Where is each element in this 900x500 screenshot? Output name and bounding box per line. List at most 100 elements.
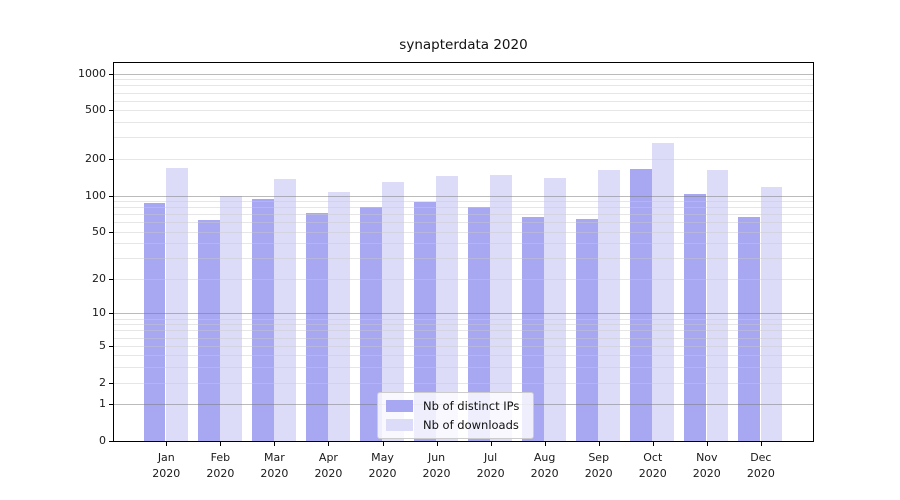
bar-distinct-ips-may <box>360 207 382 441</box>
gridline-minor-300 <box>114 137 813 139</box>
x-tick-label-apr: Apr 2020 <box>314 451 343 480</box>
bar-distinct-ips-mar <box>251 199 274 441</box>
y-tick-label-1: 1 <box>99 397 106 411</box>
x-tick-mark-jul <box>490 442 492 446</box>
bar-downloads-oct <box>652 142 675 441</box>
x-tick-mark-mar <box>274 442 276 446</box>
x-tick-label-feb: Feb 2020 <box>206 451 235 480</box>
gridline-minor-9 <box>114 318 813 320</box>
chart-legend: Nb of distinct IPs Nb of downloads <box>377 392 535 439</box>
x-tick-label-jun: Jun 2020 <box>422 451 451 480</box>
x-tick-label-dec: Dec 2020 <box>746 451 775 480</box>
y-tick-mark-100 <box>109 195 113 197</box>
y-tick-label-20: 20 <box>92 272 106 286</box>
x-tick-mark-sep <box>598 442 600 446</box>
y-tick-label-5: 5 <box>99 338 106 352</box>
plot-area: Nb of distinct IPs Nb of downloads <box>113 62 814 442</box>
gridline-minor-800 <box>114 85 813 87</box>
y-tick-mark-50 <box>109 231 113 233</box>
gridline-minor-600 <box>114 100 813 102</box>
legend-swatch-downloads <box>386 419 413 431</box>
bar-distinct-ips-jul <box>468 206 490 441</box>
gridline-minor-5 <box>114 345 813 347</box>
gridline-major-10 <box>114 313 813 315</box>
gridline-minor-40 <box>114 243 813 245</box>
bar-downloads-nov <box>706 170 729 441</box>
gridline-minor-20 <box>114 279 813 281</box>
bar-downloads-jan <box>166 168 188 441</box>
legend-swatch-distinct-ips <box>386 400 413 412</box>
x-tick-label-oct: Oct 2020 <box>638 451 667 480</box>
x-tick-mark-dec <box>760 442 762 446</box>
gridline-minor-200 <box>114 158 813 160</box>
legend-label-downloads: Nb of downloads <box>423 418 519 432</box>
x-tick-label-mar: Mar 2020 <box>260 451 289 480</box>
gridline-minor-500 <box>114 110 813 112</box>
bar-distinct-ips-sep <box>576 218 598 441</box>
chart-title: synapterdata 2020 <box>399 37 528 53</box>
x-tick-mark-jan <box>166 442 168 446</box>
x-tick-mark-jun <box>436 442 438 446</box>
bar-downloads-mar <box>274 179 296 441</box>
y-tick-label-0: 0 <box>99 434 106 447</box>
bar-downloads-aug <box>544 178 567 441</box>
gridline-minor-90 <box>114 201 813 203</box>
bar-distinct-ips-aug <box>522 217 544 441</box>
gridline-minor-2 <box>114 382 813 384</box>
gridline-minor-50 <box>114 231 813 233</box>
x-tick-label-nov: Nov 2020 <box>692 451 721 480</box>
x-tick-mark-nov <box>706 442 708 446</box>
bar-distinct-ips-jan <box>143 202 166 441</box>
x-tick-mark-apr <box>328 442 330 446</box>
y-tick-mark-0 <box>109 441 113 442</box>
gridline-minor-4 <box>114 355 813 357</box>
y-tick-mark-1000 <box>109 73 113 75</box>
y-tick-mark-5 <box>109 345 113 347</box>
y-tick-label-1000: 1000 <box>78 66 106 80</box>
x-tick-mark-oct <box>652 442 654 446</box>
gridline-minor-70 <box>114 214 813 216</box>
y-tick-mark-1 <box>109 404 113 406</box>
gridline-minor-7 <box>114 330 813 332</box>
gridline-minor-60 <box>114 222 813 224</box>
gridline-minor-6 <box>114 337 813 339</box>
y-tick-label-500: 500 <box>85 103 106 117</box>
y-tick-mark-500 <box>109 110 113 112</box>
bar-downloads-may <box>382 181 404 441</box>
x-tick-mark-aug <box>544 442 546 446</box>
bar-downloads-feb <box>220 195 242 441</box>
legend-item-downloads: Nb of downloads <box>386 418 519 432</box>
bar-distinct-ips-nov <box>684 193 706 441</box>
y-tick-label-2: 2 <box>99 375 106 389</box>
gridline-major-100 <box>114 195 813 197</box>
y-tick-label-100: 100 <box>85 188 106 202</box>
gridline-minor-400 <box>114 122 813 124</box>
x-tick-label-jan: Jan 2020 <box>152 451 181 480</box>
bar-downloads-jul <box>490 174 512 441</box>
x-tick-label-sep: Sep 2020 <box>584 451 613 480</box>
bar-distinct-ips-apr <box>305 212 328 441</box>
y-tick-label-50: 50 <box>92 224 106 238</box>
gridline-minor-80 <box>114 207 813 209</box>
bar-downloads-apr <box>328 192 350 441</box>
y-tick-mark-200 <box>109 158 113 160</box>
y-tick-label-10: 10 <box>92 306 106 320</box>
x-tick-mark-may <box>382 442 384 446</box>
legend-label-distinct-ips: Nb of distinct IPs <box>423 399 520 413</box>
gridline-minor-700 <box>114 92 813 94</box>
y-tick-mark-2 <box>109 382 113 384</box>
bar-distinct-ips-dec <box>738 217 761 441</box>
x-tick-label-may: May 2020 <box>368 451 397 480</box>
bar-distinct-ips-feb <box>197 219 220 441</box>
legend-item-distinct-ips: Nb of distinct IPs <box>386 399 519 413</box>
bar-distinct-ips-jun <box>414 202 436 441</box>
bar-distinct-ips-oct <box>630 169 652 441</box>
x-tick-mark-feb <box>220 442 222 446</box>
gridline-minor-8 <box>114 324 813 326</box>
bar-downloads-sep <box>598 170 621 441</box>
bar-downloads-jun <box>436 175 458 441</box>
gridline-minor-3 <box>114 367 813 369</box>
x-tick-label-aug: Aug 2020 <box>530 451 559 480</box>
gridline-major-1000 <box>114 73 813 75</box>
